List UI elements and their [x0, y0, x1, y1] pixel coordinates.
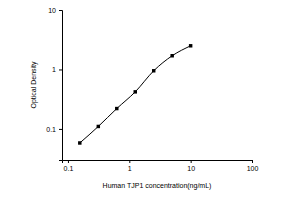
- y-tick-label: 0.1: [46, 126, 56, 133]
- y-axis-title: Optical Density: [30, 61, 38, 109]
- y-tick-mark: [59, 129, 62, 130]
- x-tick-label: 0.1: [64, 165, 74, 172]
- x-tick-label: 10: [187, 165, 195, 172]
- marker: [97, 125, 100, 128]
- x-axis-line: [63, 161, 253, 164]
- x-tick: 10: [187, 160, 195, 172]
- plot: 0.1 1 10 100 0.1 1 10: [46, 7, 258, 172]
- marker: [152, 69, 155, 72]
- x-tick-label: 1: [128, 165, 132, 172]
- y-tick-label: 10: [48, 7, 56, 14]
- marker: [170, 54, 173, 57]
- y-tick: 0.1: [46, 126, 62, 133]
- x-axis-title: Human TJP1 concentration(ng/mL): [103, 182, 212, 190]
- y-axis: 0.1 1 10: [46, 7, 62, 161]
- marker: [189, 44, 192, 47]
- y-tick-mark: [59, 69, 62, 70]
- marker: [134, 90, 137, 93]
- x-axis: 0.1 1 10 100: [63, 160, 259, 172]
- marker: [115, 107, 118, 110]
- x-tick: 100: [247, 160, 259, 172]
- chart: 0.1 1 10 100 0.1 1 10 Human TJP1 concentration(…: [0, 0, 300, 200]
- x-tick-mark: [129, 160, 130, 163]
- y-tick-label: 1: [52, 66, 56, 73]
- x-tick-label: 100: [247, 165, 259, 172]
- series: [78, 44, 192, 145]
- x-tick: 1: [128, 160, 132, 172]
- y-axis-line: [59, 11, 63, 161]
- x-tick: 0.1: [64, 160, 74, 172]
- y-tick: 10: [48, 7, 62, 14]
- y-tick-mark: [59, 10, 62, 11]
- x-tick-mark: [68, 160, 69, 163]
- curve: [80, 46, 191, 143]
- x-tick-mark: [252, 160, 253, 163]
- x-tick-mark: [191, 160, 192, 163]
- marker: [78, 141, 81, 144]
- y-tick: 1: [52, 66, 62, 73]
